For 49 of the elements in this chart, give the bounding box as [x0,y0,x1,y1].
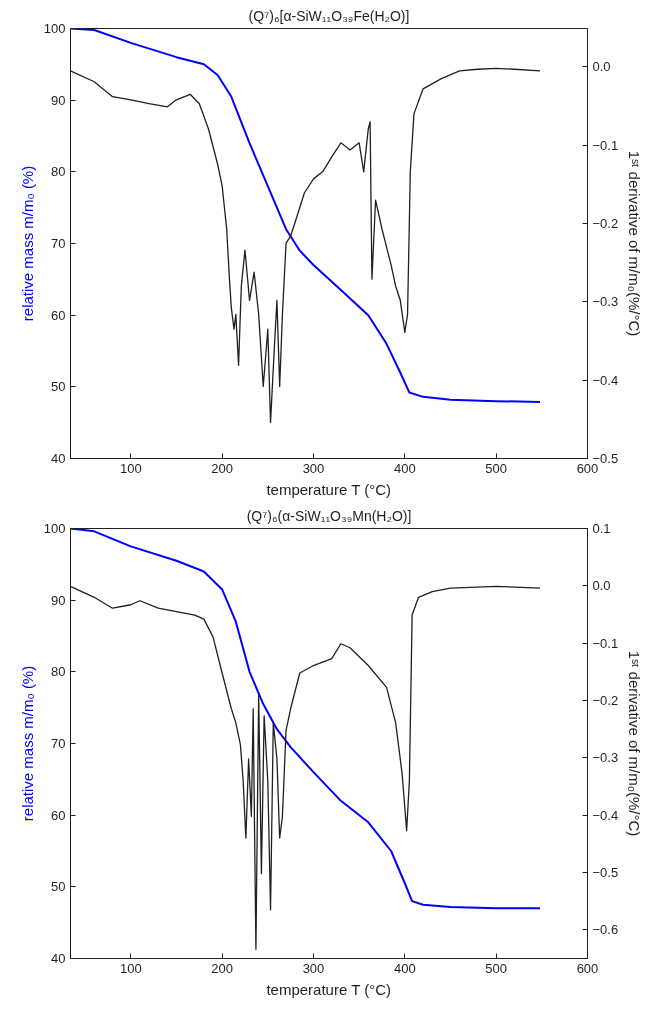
y-tick-label: 90 [51,592,66,608]
y-axis-title: relative mass m/m₀ (%) [18,665,36,822]
y-tick-label: 40 [51,451,66,466]
y-tick-label: 70 [51,236,66,251]
y2-tick-label: 0.0 [592,59,611,75]
x-tick-label: 300 [302,960,325,976]
x-tick-label: 600 [576,960,599,976]
x-tick-label: 400 [393,460,416,476]
x-axis-title: temperature T (°C) [266,480,392,498]
y-tick-label: 60 [51,307,66,323]
x-tick-label: 100 [119,460,142,476]
y2-tick-label: −0.6 [592,922,619,938]
line-series [70,28,541,403]
x-tick-label: 300 [302,460,325,476]
y-tick-label: 50 [51,379,66,395]
x-axis-title: temperature T (°C) [266,980,392,998]
y2-tick-label: −0.3 [592,750,619,766]
y-tick-label: 60 [51,807,66,823]
y-tick-label: 80 [51,664,66,680]
x-tick-label: 400 [393,960,416,976]
y-tick-label: 90 [51,92,66,108]
y-axis-title: relative mass m/m₀ (%) [18,165,36,322]
y2-tick-label: −0.3 [592,294,619,310]
y2-tick-label: −0.4 [592,372,619,388]
y2-tick-label: −0.2 [592,693,619,708]
y-tick-label: 100 [43,521,66,536]
y2-tick-label: −0.1 [592,635,619,651]
x-tick-label: 500 [485,460,508,476]
y-tick-label: 50 [51,879,66,895]
x-tick-label: 100 [119,960,142,976]
y2-tick-label: 0.0 [592,578,611,594]
y-tick-label: 40 [51,951,66,966]
y2-tick-label: 0.1 [592,521,611,536]
y2-tick-label: −0.2 [592,216,619,232]
y-tick-label: 100 [43,21,66,36]
y2-tick-label: −0.4 [592,807,619,823]
chart-title: (Q⁷)₆[α-SiW₁₁O₃₉Fe(H₂O)] [248,7,410,24]
x-tick-label: 500 [485,960,508,976]
line-series [70,528,541,910]
chart-title: (Q⁷)₆(α-SiW₁₁O₃₉Mn(H₂O)] [246,507,412,524]
x-tick-label: 200 [211,460,233,476]
y2-tick-label: −0.1 [592,137,619,153]
y-tick-label: 80 [51,164,66,180]
y2-axis-title: 1ˢᵗ derivative of m/m₀(%/°C) [626,650,644,837]
x-tick-label: 200 [211,960,233,976]
y-tick-label: 70 [51,736,66,751]
y2-axis-title: 1ˢᵗ derivative of m/m₀(%/°C) [626,150,644,337]
x-tick-label: 600 [576,460,599,476]
y2-tick-label: −0.5 [592,865,619,880]
